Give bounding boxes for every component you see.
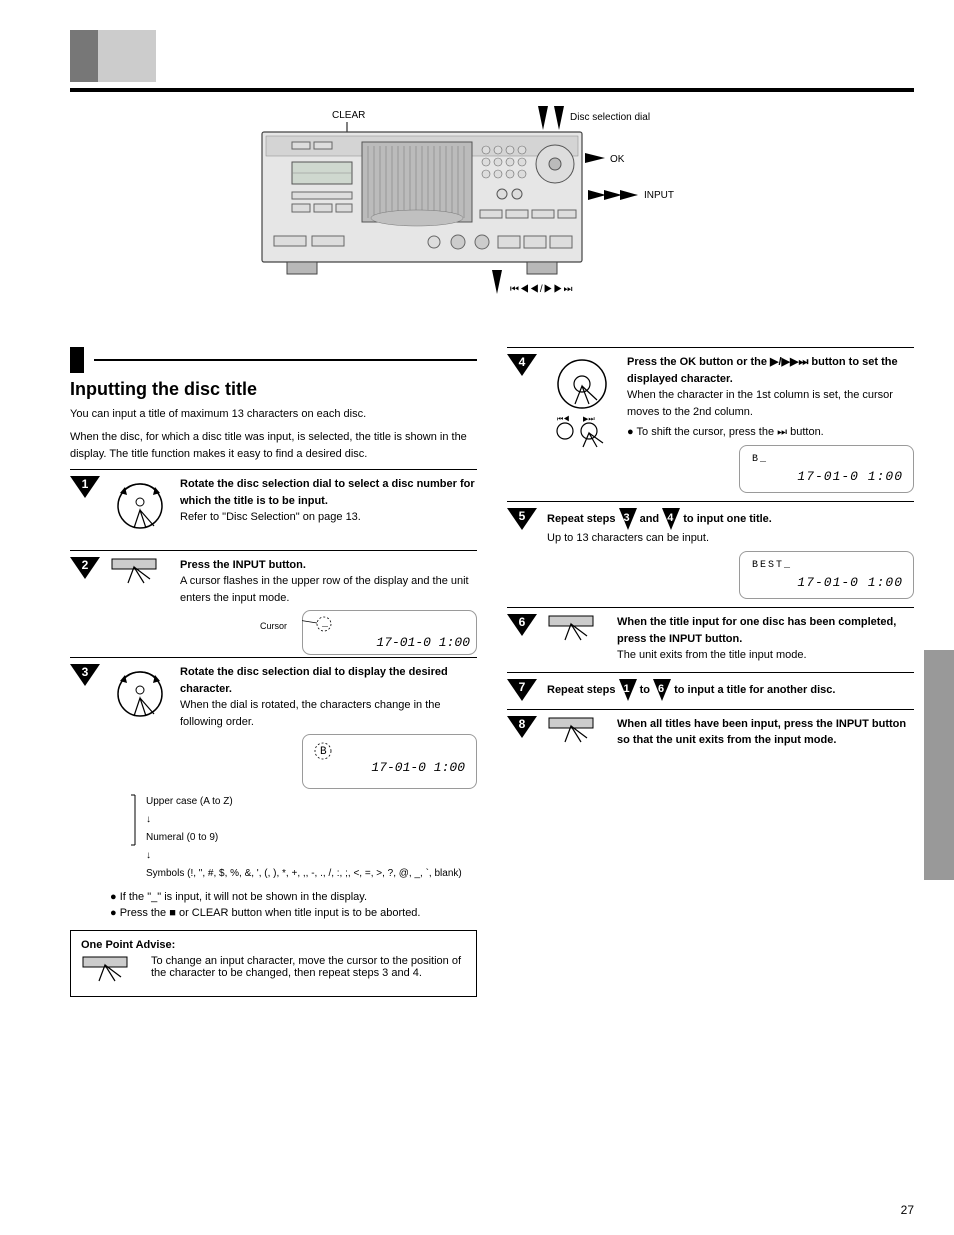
step-5: 5 Repeat steps 3 and 4 to input one titl… (507, 501, 914, 599)
input-button-icon (81, 955, 141, 985)
label-ok: OK (610, 154, 625, 165)
dial-rotate-icon (110, 664, 170, 724)
step-6: 6 When the title input for one disc has … (507, 607, 914, 664)
section-title: Inputting the disc title (70, 379, 477, 400)
input-button-icon (547, 716, 607, 746)
header-divider (70, 88, 914, 92)
dial-rotate-icon (110, 476, 170, 536)
input-button-icon: INPUT (110, 557, 170, 587)
step8-text1: When all titles have been input, press t… (617, 716, 914, 749)
step7-text: Repeat steps 1 to 6 to input a title for… (547, 679, 914, 701)
step6-text1: When the title input for one disc has be… (617, 614, 914, 647)
section-para2: When the disc, for which a disc title wa… (70, 429, 477, 463)
step-1: 1 (70, 469, 477, 542)
step-7: 7 Repeat steps 1 to 6 to input a title f… (507, 672, 914, 701)
step-2: 2 INPUT Press the INPUT button. A (70, 550, 477, 678)
side-tab (924, 650, 954, 880)
step3-note1: If the "_" is input, it will not be show… (120, 891, 367, 903)
step-3: 3 (70, 657, 477, 922)
step4-text3: To shift the cursor, press the ⏭ button. (637, 426, 824, 438)
device-diagram: CLEAR Disc selection dial OK INPUT ⏮◀◀/▶… (70, 100, 914, 333)
label-input: INPUT (644, 190, 674, 201)
step4-text2: When the character in the 1st column is … (627, 387, 914, 420)
svg-text:_: _ (321, 619, 329, 630)
lcd-display-step3: B 17-01-0 1:00 (302, 734, 477, 789)
step-4: 4 ⏮◀ ▶⏭ (507, 347, 914, 493)
advice-box: One Point Advise: To change an input cha… (70, 930, 477, 997)
label-clear: CLEAR (332, 110, 365, 121)
step3-text1: Rotate the disc selection dial to displa… (180, 664, 477, 697)
step4-text1: Press the OK button or the ▶/▶▶⏭ button … (627, 354, 914, 387)
step5-text2: Up to 13 characters can be input. (547, 530, 914, 547)
step3-note2: Press the ■ or CLEAR button when title i… (120, 907, 421, 919)
label-dial: Disc selection dial (570, 112, 650, 123)
svg-text:▶⏭: ▶⏭ (583, 416, 595, 423)
page-number: 27 (901, 1203, 914, 1217)
step1-text2: Refer to "Disc Selection" on page 13. (180, 509, 477, 526)
svg-text:17-01-0 1:00: 17-01-0 1:00 (371, 760, 465, 775)
lcd-display-step4: B_ 17-01-0 1:00 (739, 445, 914, 494)
section-marker (70, 347, 84, 373)
step2-text2: A cursor flashes in the upper row of the… (180, 573, 477, 606)
advice-text: To change an input character, move the c… (151, 955, 466, 979)
svg-text:B: B (320, 746, 327, 758)
step3-text2: When the dial is rotated, the characters… (180, 697, 477, 730)
step-8: 8 When all titles have been input, press… (507, 709, 914, 752)
step1-text1: Rotate the disc selection dial to select… (180, 476, 477, 509)
transport-symbols: ⏮◀◀/▶▶⏭ (510, 284, 573, 295)
cursor-label: Cursor (260, 620, 300, 634)
header-color-block (70, 30, 914, 82)
svg-text:⏮◀: ⏮◀ (557, 415, 570, 423)
section-para1: You can input a title of maximum 13 char… (70, 406, 477, 423)
ok-dial-skip-icon: ⏮◀ ▶⏭ (547, 354, 617, 449)
svg-text:INPUT: INPUT (116, 557, 134, 559)
lcd-display-step5: BEST_ 17-01-0 1:00 (739, 551, 914, 600)
step6-text2: The unit exits from the title input mode… (617, 647, 914, 664)
char-order-list: Upper case (A to Z) ↓ Numeral (0 to 9) ↓… (130, 793, 477, 883)
input-button-icon (547, 614, 607, 644)
step5-text1: Repeat steps 3 and 4 to input one title. (547, 508, 914, 530)
step2-text1: Press the INPUT button. (180, 557, 477, 574)
svg-text:17-01-0 1:00: 17-01-0 1:00 (376, 635, 470, 650)
lcd-display-step2: _ 17-01-0 1:00 (302, 610, 477, 658)
